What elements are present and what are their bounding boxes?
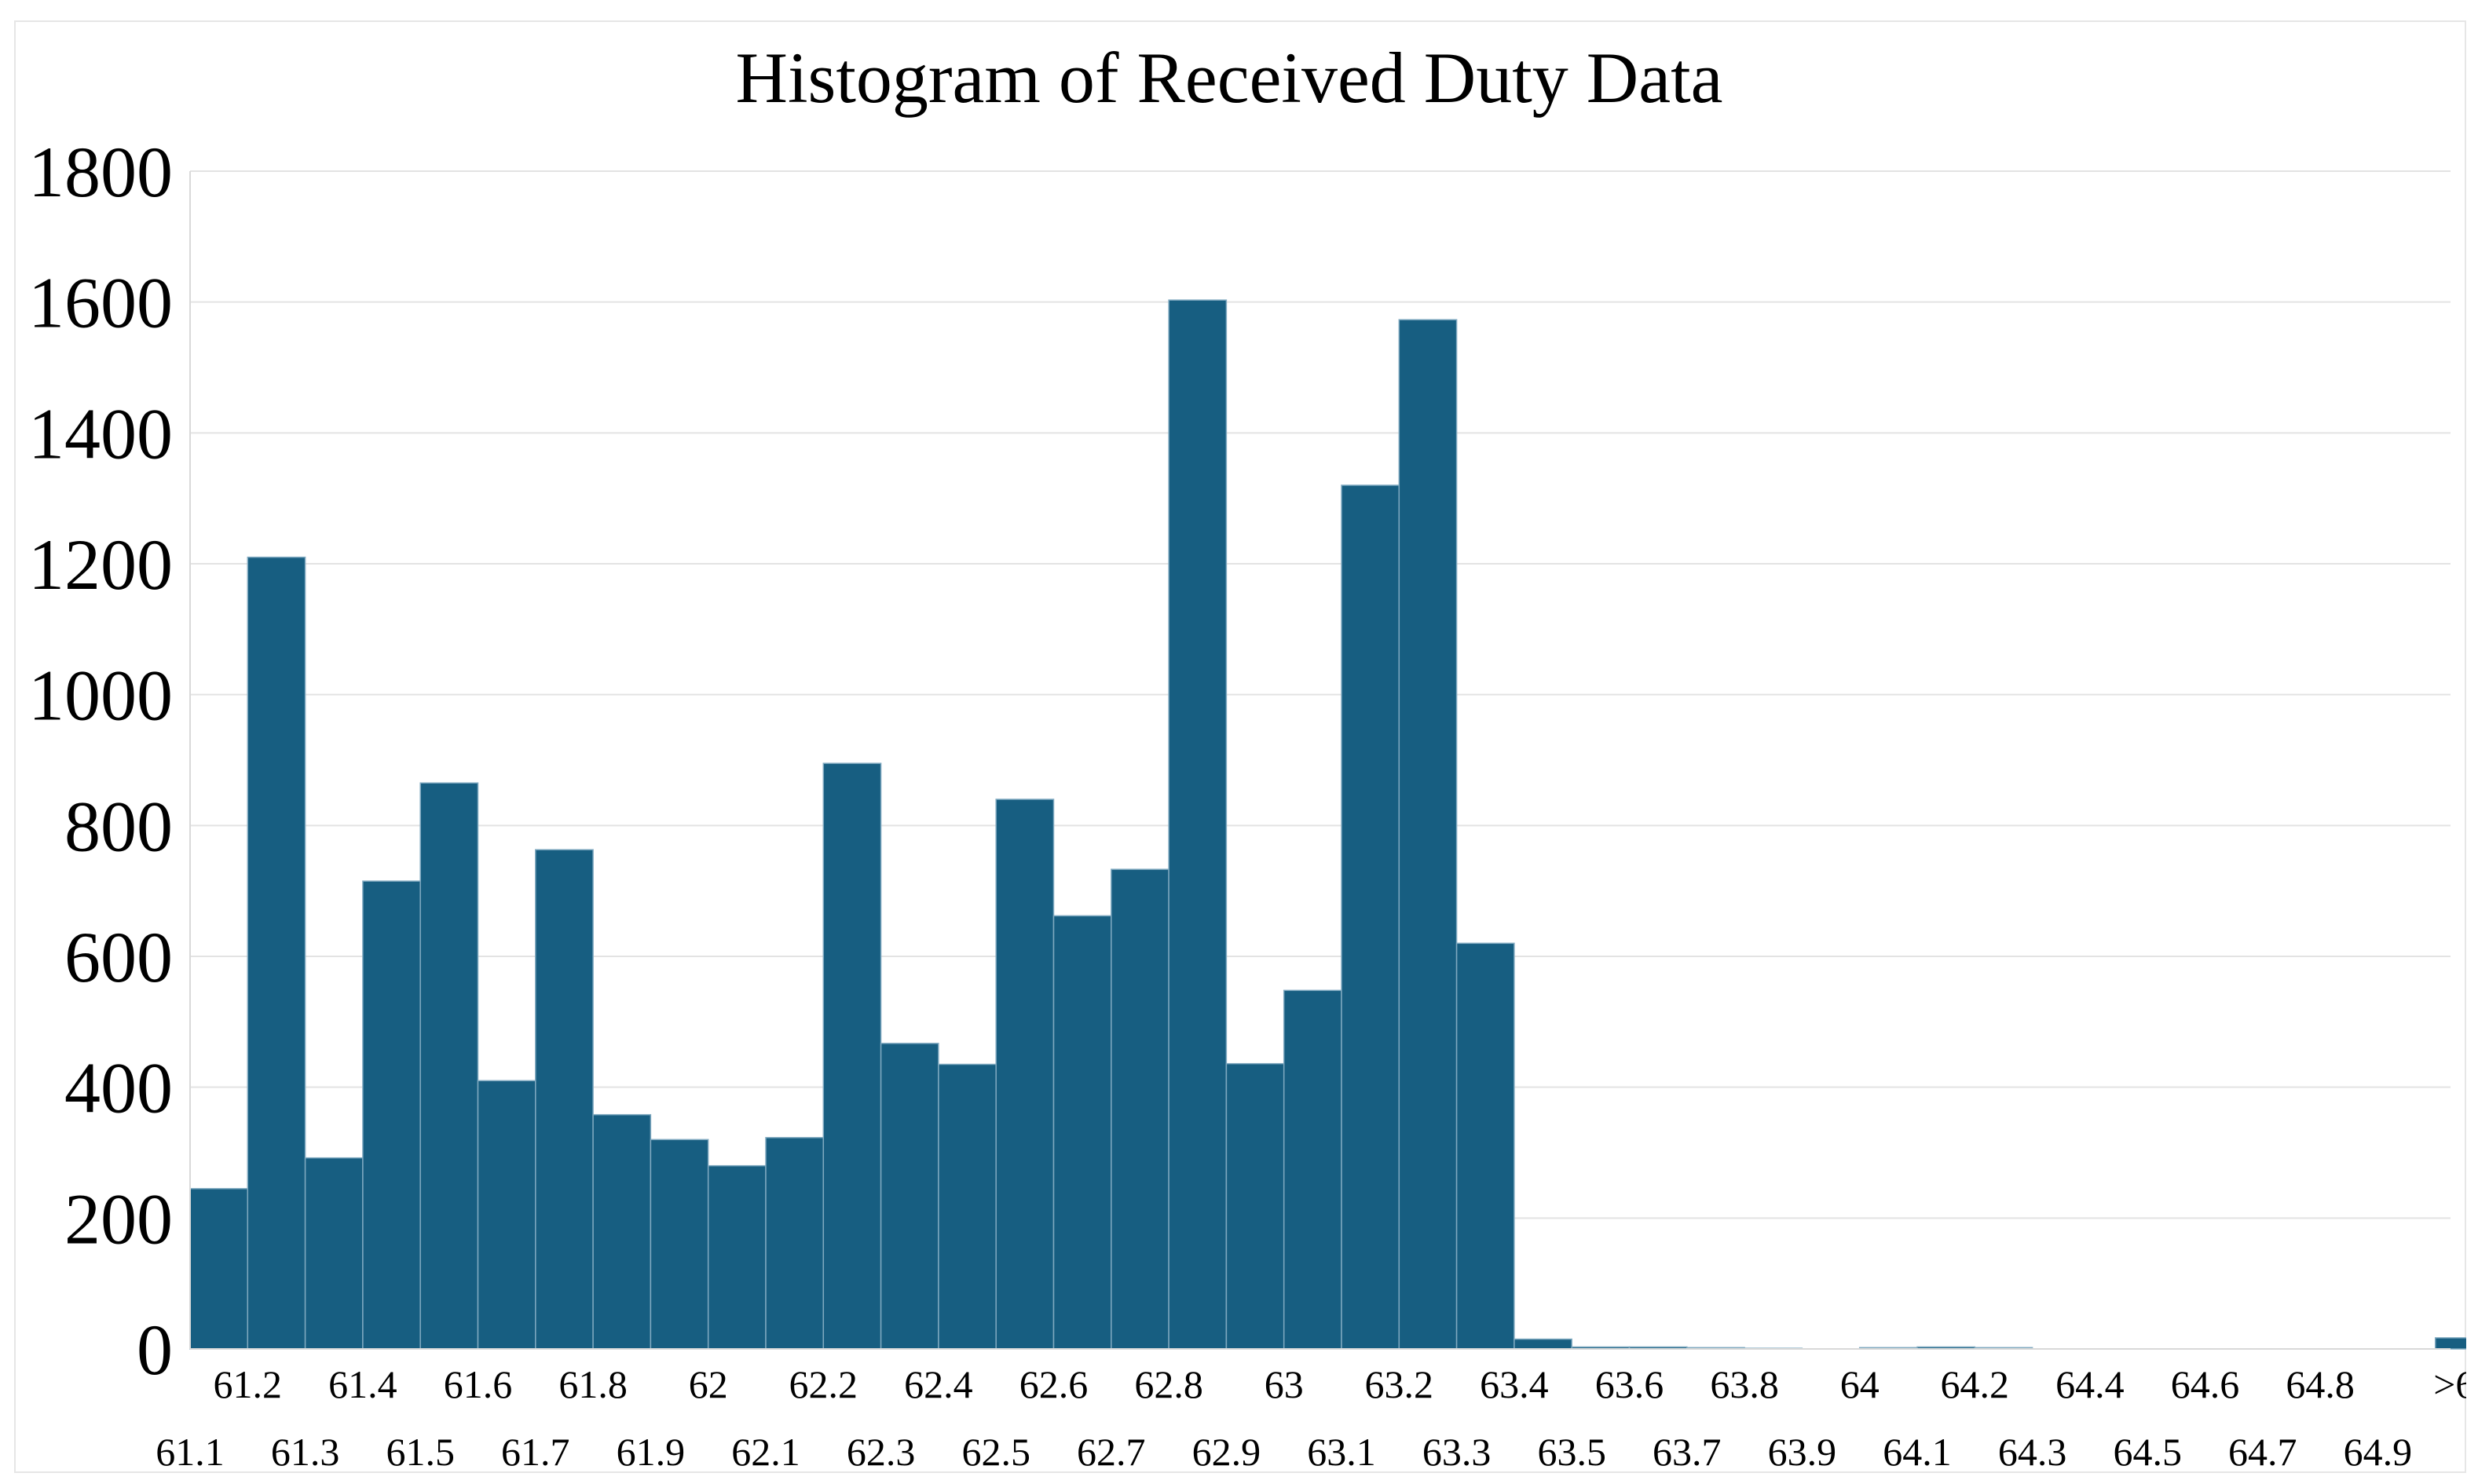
histogram-chart: Histogram of Received Duty Data 0 200 400 6… (28, 38, 2466, 1473)
chart-frame: Histogram of Received Duty Data 0 200 400 6… (14, 20, 2466, 1473)
bar (1398, 319, 1458, 1350)
bar (1341, 484, 1400, 1350)
x-tick-label: 63.1 (1307, 1430, 1376, 1473)
x-tick-label: 64.8 (2286, 1362, 2355, 1406)
x-tick-label: 64 (1840, 1362, 1880, 1406)
x-tick-label: 62.6 (1019, 1362, 1089, 1406)
x-tick-label: 63.9 (1768, 1430, 1837, 1473)
bar (1283, 989, 1342, 1350)
bar (592, 1113, 652, 1350)
bar (822, 762, 882, 1350)
x-tick-label: 61.7 (501, 1430, 570, 1473)
x-tick-label: 61.5 (386, 1430, 455, 1473)
x-tick-label: 62.4 (904, 1362, 973, 1406)
y-tick-label: 1600 (28, 263, 173, 343)
x-tick-label: >65 (2433, 1362, 2466, 1406)
bar (477, 1080, 536, 1350)
bar (880, 1043, 939, 1350)
x-tick-label: 64.2 (1941, 1362, 2010, 1406)
bar (362, 880, 421, 1350)
y-tick-label: 400 (64, 1048, 173, 1128)
x-tick-label: 63.8 (1710, 1362, 1779, 1406)
x-tick-label: 61.4 (328, 1362, 397, 1406)
x-tick-label: 62.9 (1192, 1430, 1261, 1473)
bar (419, 782, 479, 1350)
bar (650, 1139, 709, 1350)
x-tick-label: 63.4 (1480, 1362, 1549, 1406)
y-tick-label: 1200 (28, 525, 173, 605)
x-tick-label: 61.2 (214, 1362, 283, 1406)
x-tick-label: 64.5 (2113, 1430, 2182, 1473)
x-tick-label: 63.7 (1653, 1430, 1722, 1473)
y-tick-label: 800 (64, 786, 173, 866)
bar (189, 1188, 249, 1350)
bar (2434, 1337, 2466, 1350)
bar (995, 799, 1055, 1350)
bar (1111, 868, 1169, 1350)
x-tick-label: 62.2 (789, 1362, 858, 1406)
x-tick-label: 61.6 (444, 1362, 513, 1406)
x-tick-label: 64.4 (2055, 1362, 2125, 1406)
x-tick-label: 63.6 (1595, 1362, 1664, 1406)
bar (938, 1063, 997, 1350)
x-tick-label: 64.6 (2171, 1362, 2240, 1406)
y-tick-label: 0 (137, 1310, 173, 1390)
bar (1225, 1062, 1285, 1350)
bar (247, 556, 306, 1350)
x-tick-label: 62.8 (1134, 1362, 1203, 1406)
bar (1052, 915, 1112, 1350)
x-tick-label: 64.9 (2344, 1430, 2413, 1473)
x-tick-label: 64.7 (2228, 1430, 2297, 1473)
bar (765, 1137, 825, 1350)
x-tick-label: 62 (689, 1362, 728, 1406)
x-tick-label: 61.8 (558, 1362, 628, 1406)
x-tick-label: 61.1 (156, 1430, 225, 1473)
x-tick-label: 61.3 (271, 1430, 340, 1473)
bar (304, 1157, 364, 1350)
bar (1455, 942, 1515, 1350)
bar (535, 849, 594, 1350)
x-tick-label: 62.7 (1077, 1430, 1146, 1473)
y-tick-label: 600 (64, 917, 173, 997)
y-tick-label: 1400 (28, 393, 173, 473)
x-tick-label: 63.3 (1422, 1430, 1492, 1473)
y-tick-label: 1800 (28, 132, 173, 212)
x-tick-label: 63.2 (1365, 1362, 1434, 1406)
x-tick-label: 61.9 (617, 1430, 686, 1473)
x-tick-label: 64.3 (1998, 1430, 2067, 1473)
chart-title: Histogram of Received Duty Data (736, 38, 1723, 118)
bar (1168, 299, 1228, 1350)
bar (1514, 1338, 1572, 1350)
x-tick-label: 62.5 (961, 1430, 1030, 1473)
x-tick-label: 62.1 (731, 1430, 800, 1473)
x-tick-label: 63 (1265, 1362, 1304, 1406)
y-tick-label: 1000 (28, 656, 173, 736)
bar (707, 1164, 767, 1350)
x-tick-label: 64.1 (1883, 1430, 1952, 1473)
y-tick-label: 200 (64, 1179, 173, 1259)
x-tick-label: 62.3 (847, 1430, 916, 1473)
x-tick-label: 63.5 (1537, 1430, 1606, 1473)
